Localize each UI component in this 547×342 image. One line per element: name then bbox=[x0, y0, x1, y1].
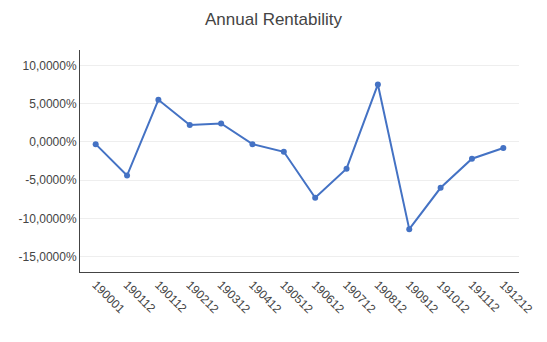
svg-text:-5,0000%: -5,0000% bbox=[25, 173, 77, 187]
svg-text:-15,0000%: -15,0000% bbox=[19, 250, 77, 264]
svg-text:191212: 191212 bbox=[497, 278, 535, 316]
svg-text:5,0000%: 5,0000% bbox=[29, 97, 77, 111]
svg-text:190512: 190512 bbox=[277, 278, 315, 316]
svg-text:190001: 190001 bbox=[89, 278, 127, 316]
svg-text:190712: 190712 bbox=[340, 278, 378, 316]
svg-text:190212: 190212 bbox=[183, 278, 221, 316]
svg-text:Annual Rentability: Annual Rentability bbox=[205, 10, 343, 29]
svg-text:190412: 190412 bbox=[246, 278, 284, 316]
svg-text:190112: 190112 bbox=[152, 278, 190, 316]
svg-text:190912: 190912 bbox=[403, 278, 441, 316]
svg-text:191012: 191012 bbox=[434, 278, 472, 316]
svg-text:191112: 191112 bbox=[466, 278, 503, 315]
svg-text:190312: 190312 bbox=[215, 278, 253, 316]
svg-text:-10,0000%: -10,0000% bbox=[19, 212, 77, 226]
svg-text:190612: 190612 bbox=[309, 278, 347, 316]
svg-text:0,0000%: 0,0000% bbox=[29, 135, 77, 149]
svg-text:190812: 190812 bbox=[372, 278, 410, 316]
svg-text:190112: 190112 bbox=[121, 278, 159, 316]
svg-text:10,0000%: 10,0000% bbox=[23, 59, 77, 73]
